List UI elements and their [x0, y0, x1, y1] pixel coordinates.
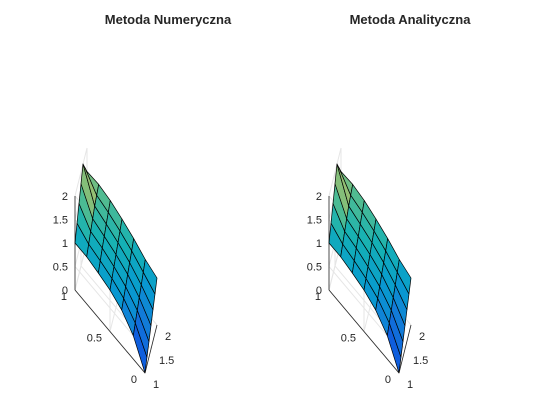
surface-patch — [142, 259, 158, 295]
z-tick-label: 0.5 — [53, 262, 68, 274]
x-tick-label: 1.5 — [159, 355, 174, 367]
surface-patch — [396, 259, 412, 295]
x-tick-label: 1.5 — [413, 355, 428, 367]
x-tick-label: 2 — [419, 331, 425, 343]
y-tick-label: 1 — [61, 291, 67, 303]
z-tick-label: 0 — [316, 285, 322, 297]
x-axis-line — [398, 324, 412, 374]
y-tick-label: 0.5 — [341, 333, 356, 345]
y-axis-line — [328, 289, 400, 374]
z-tick-label: 0.5 — [307, 262, 322, 274]
z-tick-label: 2 — [316, 191, 322, 203]
z-tick-label: 1 — [316, 238, 322, 250]
y-tick-label: 0 — [385, 374, 391, 386]
y-tick-label: 0 — [131, 374, 137, 386]
z-tick-label: 1.5 — [307, 215, 322, 227]
left-plot-title: Metoda Numeryczna — [105, 12, 232, 27]
y-tick-label: 0.5 — [87, 333, 102, 345]
left-plot-surface — [74, 163, 158, 374]
y-axis-line — [74, 289, 146, 374]
y-tick-label: 1 — [315, 291, 321, 303]
right-plot-surface — [328, 163, 412, 374]
z-tick-label: 1.5 — [53, 215, 68, 227]
x-axis-line — [144, 324, 158, 374]
z-tick-label: 1 — [62, 238, 68, 250]
x-tick-label: 1 — [407, 379, 413, 391]
x-tick-label: 1 — [153, 379, 159, 391]
z-tick-label: 0 — [62, 285, 68, 297]
x-tick-label: 2 — [165, 331, 171, 343]
right-plot-title: Metoda Analityczna — [350, 12, 472, 27]
z-tick-label: 2 — [62, 191, 68, 203]
